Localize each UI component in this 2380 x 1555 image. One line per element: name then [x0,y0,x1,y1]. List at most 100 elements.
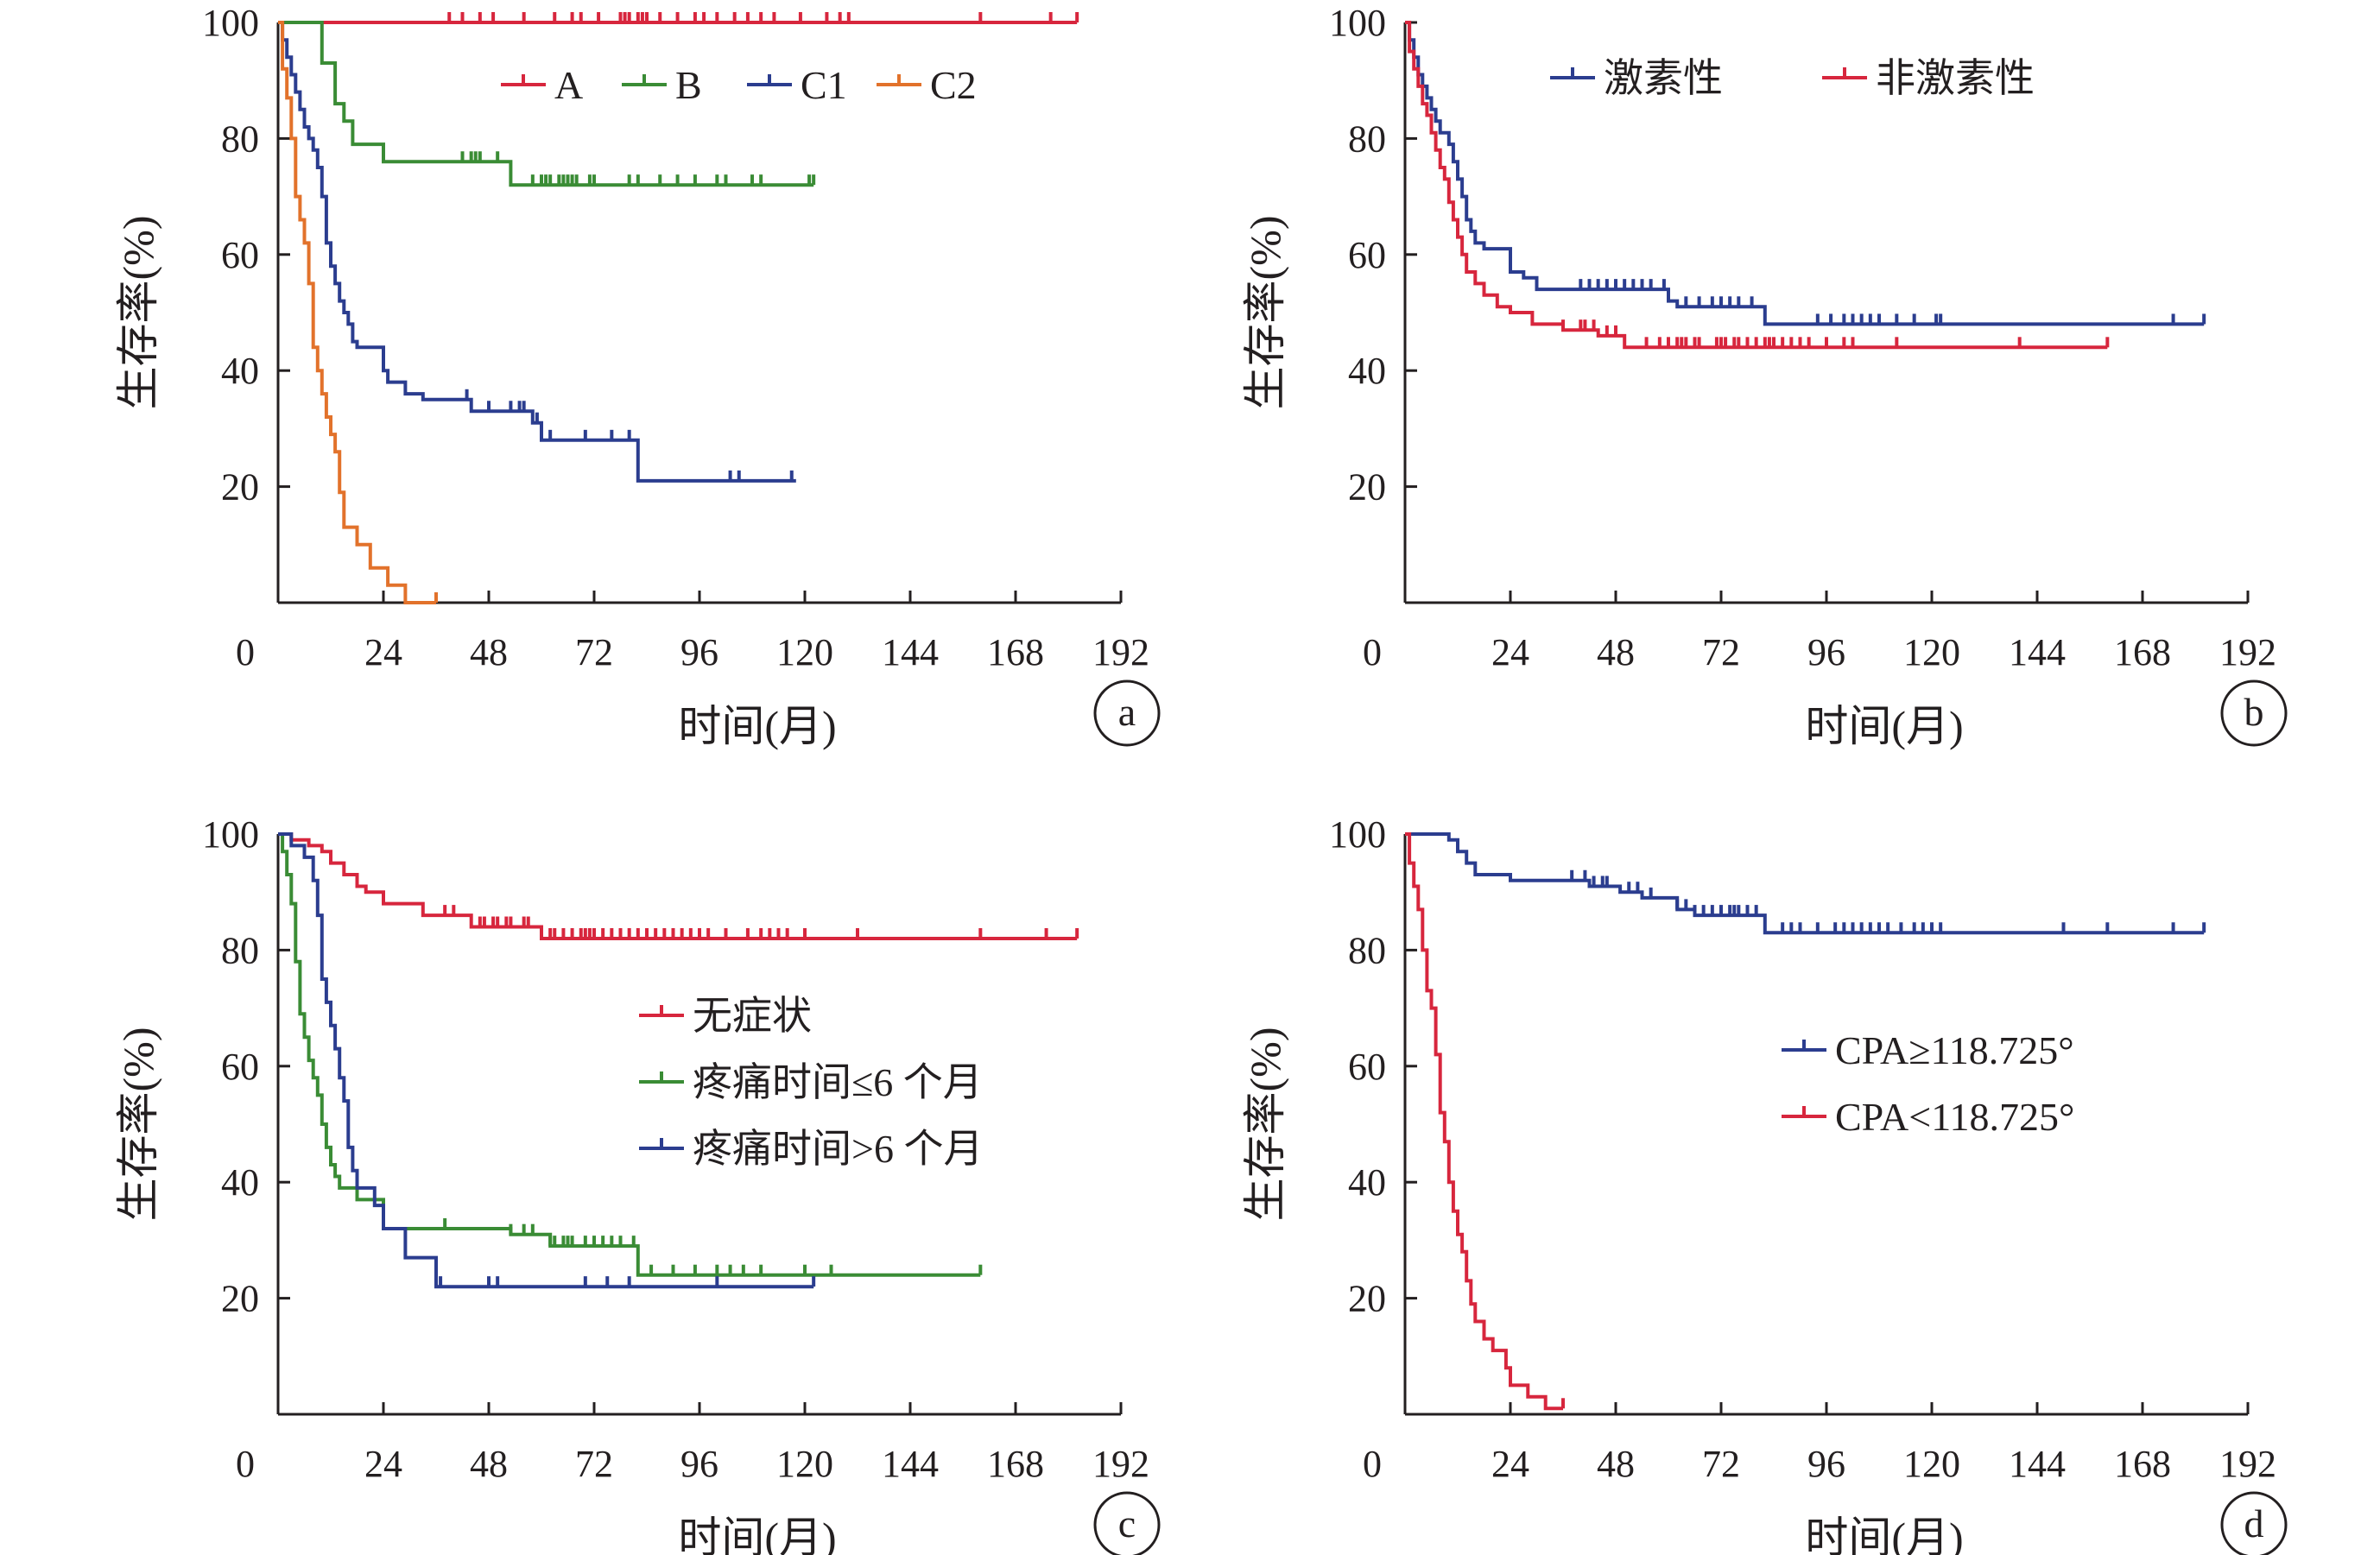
panel-label-circle [1093,680,1161,747]
survival-curve [278,832,981,1277]
x-tick-label: 120 [1903,1443,1960,1485]
x-tick-label: 192 [2219,1443,2276,1485]
legend-item: 激素性 [1550,56,1723,100]
panel-label: d [2244,1501,2264,1546]
x-tick-label: 144 [2009,1443,2066,1485]
x-tick-label: 120 [776,1443,833,1485]
x-tick-label: 96 [680,631,718,673]
panel-label: a [1118,690,1136,734]
series-1 [1405,832,2206,935]
x-tick-label: 24 [1491,1443,1529,1485]
survival-curve [1405,21,2205,326]
legend-item: CPA<118.725° [1782,1095,2074,1139]
legend-label: B [675,63,702,107]
panel-label-circle [2220,1491,2288,1555]
x-axis-title: 时间(月) [678,702,836,750]
x-tick-label: 72 [575,1443,613,1485]
panel-d: 0 24 48 72 96 120 144 168 192 20 40 60 80 100 时间(月) 生存率… [1241,813,2288,1555]
x-tick-label: 0 [236,631,255,673]
y-tick-label: 60 [221,234,259,276]
y-tick-label: 60 [221,1046,259,1088]
x-tick-label: 192 [1092,1443,1149,1485]
x-tick-label: 120 [776,631,833,673]
x-tick-label: 168 [987,1443,1044,1485]
legend-label: A [554,63,583,107]
legend-label: CPA<118.725° [1835,1095,2074,1139]
survival-curve [1405,832,1563,1411]
y-axis-title: 生存率(%) [114,216,162,410]
legend-label: C1 [801,63,847,107]
legend-item: 疼痛时间>6 个月 [639,1127,983,1171]
y-tick-label: 80 [221,929,259,971]
legend-label: 激素性 [1604,56,1723,100]
y-tick-label: 60 [1348,1046,1386,1088]
y-tick-label: 100 [1329,2,1386,44]
legend-item: 无症状 [639,994,812,1038]
x-tick-label: 168 [2114,1443,2171,1485]
series-1 [278,12,1079,24]
x-tick-label: 0 [1363,1443,1382,1485]
x-axis-title: 时间(月) [1805,702,1963,750]
legend-label: 无症状 [693,994,812,1038]
y-tick-label: 60 [1348,234,1386,276]
panel-label-circle [1093,1491,1161,1555]
series-1 [278,832,1079,940]
x-tick-label: 48 [1597,1443,1635,1485]
legend-item: B [622,63,702,107]
series-2 [1405,832,1565,1411]
series-3 [278,21,796,483]
y-tick-label: 20 [1348,466,1386,509]
series-2 [278,832,983,1277]
panel-b: 0 24 48 72 96 120 144 168 192 20 40 60 80 100 时间(月) 生存率… [1241,2,2288,750]
legend-label: 疼痛时间≤6 个月 [693,1060,983,1104]
legend-item: A [501,63,583,107]
x-tick-label: 168 [2114,631,2171,673]
legend-item: 非激素性 [1822,56,2035,100]
y-tick-label: 40 [221,350,259,392]
y-tick-label: 40 [221,1161,259,1204]
y-axis-title: 生存率(%) [1241,1027,1289,1222]
y-tick-label: 100 [202,813,259,856]
series-1 [1405,21,2206,326]
x-tick-label: 192 [2219,631,2276,673]
y-axis-title: 生存率(%) [114,1027,162,1222]
panel-c: 0 24 48 72 96 120 144 168 192 20 40 60 80 100 时间(月) 生存率… [114,813,1161,1555]
legend-item: CPA≥118.725° [1782,1028,2074,1072]
y-tick-label: 80 [1348,929,1386,971]
survival-curve [278,21,796,483]
x-tick-label: 48 [470,1443,508,1485]
y-tick-label: 100 [202,2,259,44]
x-axis-title: 时间(月) [1805,1514,1963,1555]
panel-label: c [1118,1501,1136,1546]
x-tick-label: 0 [236,1443,255,1485]
x-tick-label: 72 [575,631,613,673]
x-tick-label: 24 [364,1443,402,1485]
legend-label: 疼痛时间>6 个月 [693,1127,983,1171]
series-3 [278,832,816,1289]
legend-item: C1 [747,63,847,107]
x-tick-label: 168 [987,631,1044,673]
x-tick-label: 120 [1903,631,1960,673]
y-tick-label: 80 [1348,117,1386,160]
x-tick-label: 24 [1491,631,1529,673]
series-2 [1405,21,2110,350]
legend-label: CPA≥118.725° [1835,1028,2074,1072]
x-tick-label: 72 [1702,631,1740,673]
x-tick-label: 144 [2009,631,2066,673]
y-tick-label: 40 [1348,350,1386,392]
x-tick-label: 72 [1702,1443,1740,1485]
legend-item: 疼痛时间≤6 个月 [639,1060,983,1104]
x-tick-label: 96 [680,1443,718,1485]
legend-label: C2 [930,63,977,107]
y-tick-label: 40 [1348,1161,1386,1204]
x-tick-label: 48 [470,631,508,673]
survival-curve [278,832,814,1289]
x-tick-label: 144 [882,1443,939,1485]
panel-label: b [2244,690,2264,734]
series-2 [278,21,816,187]
x-tick-label: 0 [1363,631,1382,673]
survival-curve [278,21,814,187]
x-axis-title: 时间(月) [678,1514,836,1555]
legend-item: C2 [877,63,977,107]
